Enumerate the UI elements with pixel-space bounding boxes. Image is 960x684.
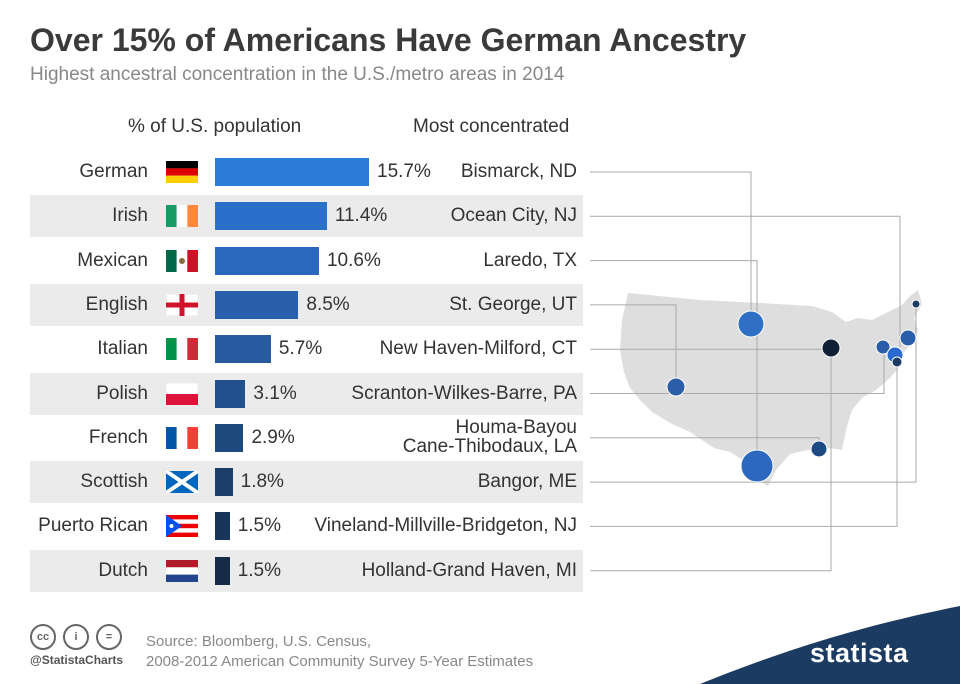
chart-title: Over 15% of Americans Have German Ancest… [30, 22, 747, 58]
value-label: 8.5% [306, 293, 350, 315]
city-marker [821, 338, 841, 358]
bar-french [215, 423, 244, 452]
england-flag-icon [166, 293, 198, 316]
cc-icon: cc [30, 624, 56, 650]
connector-line [590, 355, 885, 394]
connector-line [590, 304, 677, 387]
equals-icon: = [96, 624, 122, 650]
category-label: Scottish [80, 471, 148, 493]
source-line-2: 2008-2012 American Community Survey 5-Ye… [146, 653, 534, 670]
city-marker [737, 310, 765, 338]
connector-line [590, 171, 752, 324]
row-background [30, 461, 583, 504]
value-label: 1.5% [237, 515, 282, 537]
category-label: Italian [97, 338, 148, 360]
puerto-rico-flag-icon [166, 515, 198, 538]
category-label: English [85, 293, 148, 315]
mexico-flag-icon [166, 249, 198, 272]
bar-dutch [215, 556, 230, 585]
value-label: 1.8% [240, 471, 284, 493]
connector-line [590, 304, 917, 483]
bar-irish [215, 202, 327, 231]
category-label: Mexican [77, 249, 148, 271]
city-marker [875, 339, 891, 355]
ireland-flag-icon [166, 205, 198, 228]
city-marker [810, 440, 828, 458]
city-label: St. George, UT [449, 293, 577, 315]
city-label: Houma-Bayou Cane-Thibodaux, LA [402, 417, 577, 458]
bar-german [215, 158, 369, 186]
value-label: 1.5% [237, 559, 282, 581]
category-label: Puerto Rican [38, 515, 148, 537]
bar-puerto-rican [215, 512, 230, 541]
city-label: Laredo, TX [483, 249, 577, 271]
value-label: 2.9% [251, 426, 295, 448]
statista-logo: statista [810, 638, 909, 668]
city-marker [666, 377, 686, 397]
france-flag-icon [166, 426, 198, 449]
city-label: Vineland-Millville-Bridgeton, NJ [314, 515, 577, 537]
city-marker [740, 449, 774, 483]
city-marker [891, 356, 903, 368]
connector-line [590, 215, 901, 347]
value-label: 3.1% [253, 382, 297, 404]
us-map-shape [620, 290, 922, 486]
germany-flag-icon [166, 161, 198, 183]
poland-flag-icon [166, 382, 198, 405]
bar-mexican [215, 246, 319, 275]
connector-line [590, 362, 898, 527]
bar-english [215, 290, 299, 319]
city-label: New Haven-Milford, CT [379, 338, 577, 360]
connector-line [590, 338, 832, 572]
source-note: Source: Bloomberg, U.S. Census, 2008-201… [146, 632, 533, 672]
source-line-1: Source: Bloomberg, U.S. Census, [146, 633, 372, 650]
bar-polish [215, 379, 246, 408]
category-label: Polish [96, 382, 148, 404]
city-label: Scranton-Wilkes-Barre, PA [351, 382, 577, 404]
city-label: Ocean City, NJ [450, 205, 577, 227]
bar-italian [215, 335, 271, 364]
column-header-concentrated: Most concentrated [413, 116, 570, 137]
row-background [30, 283, 583, 326]
city-label: Bismarck, ND [460, 161, 577, 182]
bar-scottish [215, 468, 233, 497]
value-label: 11.4% [334, 205, 388, 227]
row-background [30, 372, 583, 415]
city-label: Bangor, ME [477, 471, 577, 493]
row-background [30, 549, 583, 592]
scotland-flag-icon [166, 471, 198, 494]
chart-subtitle: Highest ancestral concentration in the U… [30, 64, 565, 85]
column-header-population: % of U.S. population [128, 116, 302, 137]
city-marker [899, 329, 917, 347]
netherlands-flag-icon [166, 559, 198, 582]
value-label: 5.7% [278, 338, 323, 360]
by-icon: i [63, 624, 89, 650]
statista-handle: @StatistaCharts [30, 653, 124, 667]
city-marker [911, 299, 921, 309]
value-label: 10.6% [326, 249, 381, 271]
category-label: Dutch [98, 559, 148, 581]
value-label: 15.7% [377, 161, 431, 182]
category-label: German [79, 161, 148, 182]
category-label: Irish [112, 205, 148, 227]
italy-flag-icon [166, 338, 198, 361]
category-label: French [88, 426, 148, 448]
connector-line [590, 260, 758, 466]
city-label: Holland-Grand Haven, MI [361, 559, 577, 581]
